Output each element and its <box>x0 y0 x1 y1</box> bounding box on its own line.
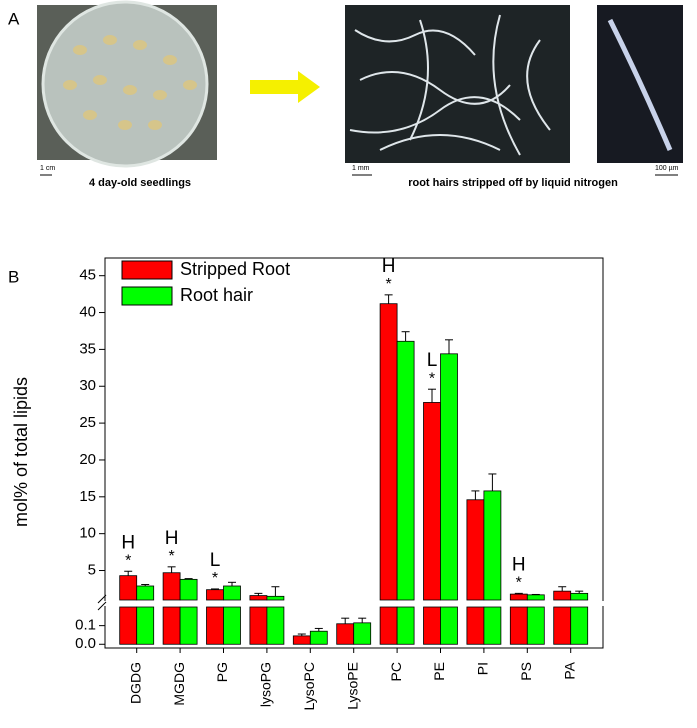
annotation-marker: * <box>168 548 174 565</box>
bar-base <box>266 606 285 645</box>
y-tick-label: 40 <box>79 304 96 321</box>
root-hair-texture <box>349 14 551 156</box>
bar-base <box>136 606 155 645</box>
y-tick-label: 25 <box>79 414 96 431</box>
panel-label: A <box>8 9 20 28</box>
axis-break-gap <box>97 601 611 606</box>
legend-label: Root hair <box>180 285 253 305</box>
bar <box>336 623 355 645</box>
arrow <box>250 71 320 103</box>
y-tick-label: 30 <box>79 377 96 394</box>
x-tick-label: PS <box>518 662 534 681</box>
scale-text: 1 cm <box>40 165 55 172</box>
single-hair <box>607 18 673 151</box>
annotation-label: H <box>382 256 396 277</box>
legend-swatch <box>121 260 173 280</box>
x-tick-label: DGDG <box>127 662 143 704</box>
bar-base <box>249 606 268 645</box>
bar-base <box>379 606 398 645</box>
x-tick-label: PE <box>431 662 447 681</box>
bar <box>206 589 224 601</box>
annotation-marker: * <box>516 575 522 592</box>
bar-base <box>223 606 241 645</box>
annotation-marker: * <box>125 552 131 569</box>
x-tick-label: PA <box>561 661 577 679</box>
y-tick-label: 0.1 <box>75 617 96 634</box>
annotation-label: L <box>210 550 221 571</box>
seeds <box>63 35 197 130</box>
bar <box>553 590 572 601</box>
bar <box>119 575 138 601</box>
bar <box>353 622 372 645</box>
scale-text: 100 µm <box>655 165 679 172</box>
y-tick-label: 35 <box>79 340 96 357</box>
bar <box>162 572 181 601</box>
bar <box>509 593 528 601</box>
legend-swatch <box>121 286 173 306</box>
bar-base <box>179 606 198 645</box>
bar <box>379 303 398 601</box>
bar <box>466 499 485 601</box>
bar <box>483 490 502 601</box>
bar <box>223 585 241 601</box>
bar-base <box>396 606 415 645</box>
annotation-marker: * <box>385 276 391 293</box>
axis-break <box>97 594 107 604</box>
annotation-label: L <box>427 350 438 371</box>
bar-base <box>119 606 138 645</box>
bar <box>309 630 328 645</box>
annotation-label: H <box>165 528 179 549</box>
scale-text: 1 mm <box>352 165 370 172</box>
bar-base <box>483 606 502 645</box>
bar-base <box>423 606 441 645</box>
x-tick-label: MGDG <box>171 662 187 706</box>
x-tick-label: PG <box>214 662 230 682</box>
y-tick-label: 15 <box>79 488 96 505</box>
bar-base <box>553 606 572 645</box>
bar <box>570 592 589 601</box>
axis-break <box>97 601 107 611</box>
bar-base <box>162 606 181 645</box>
x-tick-label: PC <box>388 662 404 681</box>
bar-base <box>466 606 485 645</box>
petri-dish <box>41 0 209 168</box>
bar-base <box>440 606 458 645</box>
y-tick-label: 10 <box>79 525 96 542</box>
y-axis-label: mol% of total lipids <box>11 377 31 527</box>
bar-base <box>206 606 224 645</box>
bar <box>249 595 268 601</box>
annotation-marker: * <box>429 370 435 387</box>
y-tick-label: 45 <box>79 267 96 284</box>
bar-base <box>526 606 545 645</box>
y-tick-label: 20 <box>79 451 96 468</box>
bar <box>292 635 311 645</box>
bar-base <box>509 606 528 645</box>
bar <box>179 578 198 601</box>
annotation-marker: * <box>212 570 218 587</box>
y-tick-label: 0.0 <box>75 635 96 652</box>
caption: root hairs stripped off by liquid nitrog… <box>408 177 618 189</box>
bar <box>526 594 545 601</box>
photo-root-hairs <box>345 5 570 163</box>
bar <box>266 595 285 601</box>
panel-label: B <box>8 267 19 286</box>
bar <box>396 340 415 601</box>
caption: 4 day-old seedlings <box>89 177 191 189</box>
y-tick-label: 5 <box>88 561 96 578</box>
bar <box>423 402 441 601</box>
bar <box>136 585 155 601</box>
annotation-label: H <box>121 532 135 553</box>
legend-label: Stripped Root <box>180 259 290 279</box>
bar-base <box>570 606 589 645</box>
x-tick-label: LysoPE <box>344 662 360 710</box>
x-tick-label: LysoPC <box>301 662 317 711</box>
annotation-label: H <box>512 554 526 575</box>
x-tick-label: lysoPG <box>258 662 274 707</box>
x-tick-label: PI <box>475 662 491 675</box>
bar <box>440 353 458 601</box>
